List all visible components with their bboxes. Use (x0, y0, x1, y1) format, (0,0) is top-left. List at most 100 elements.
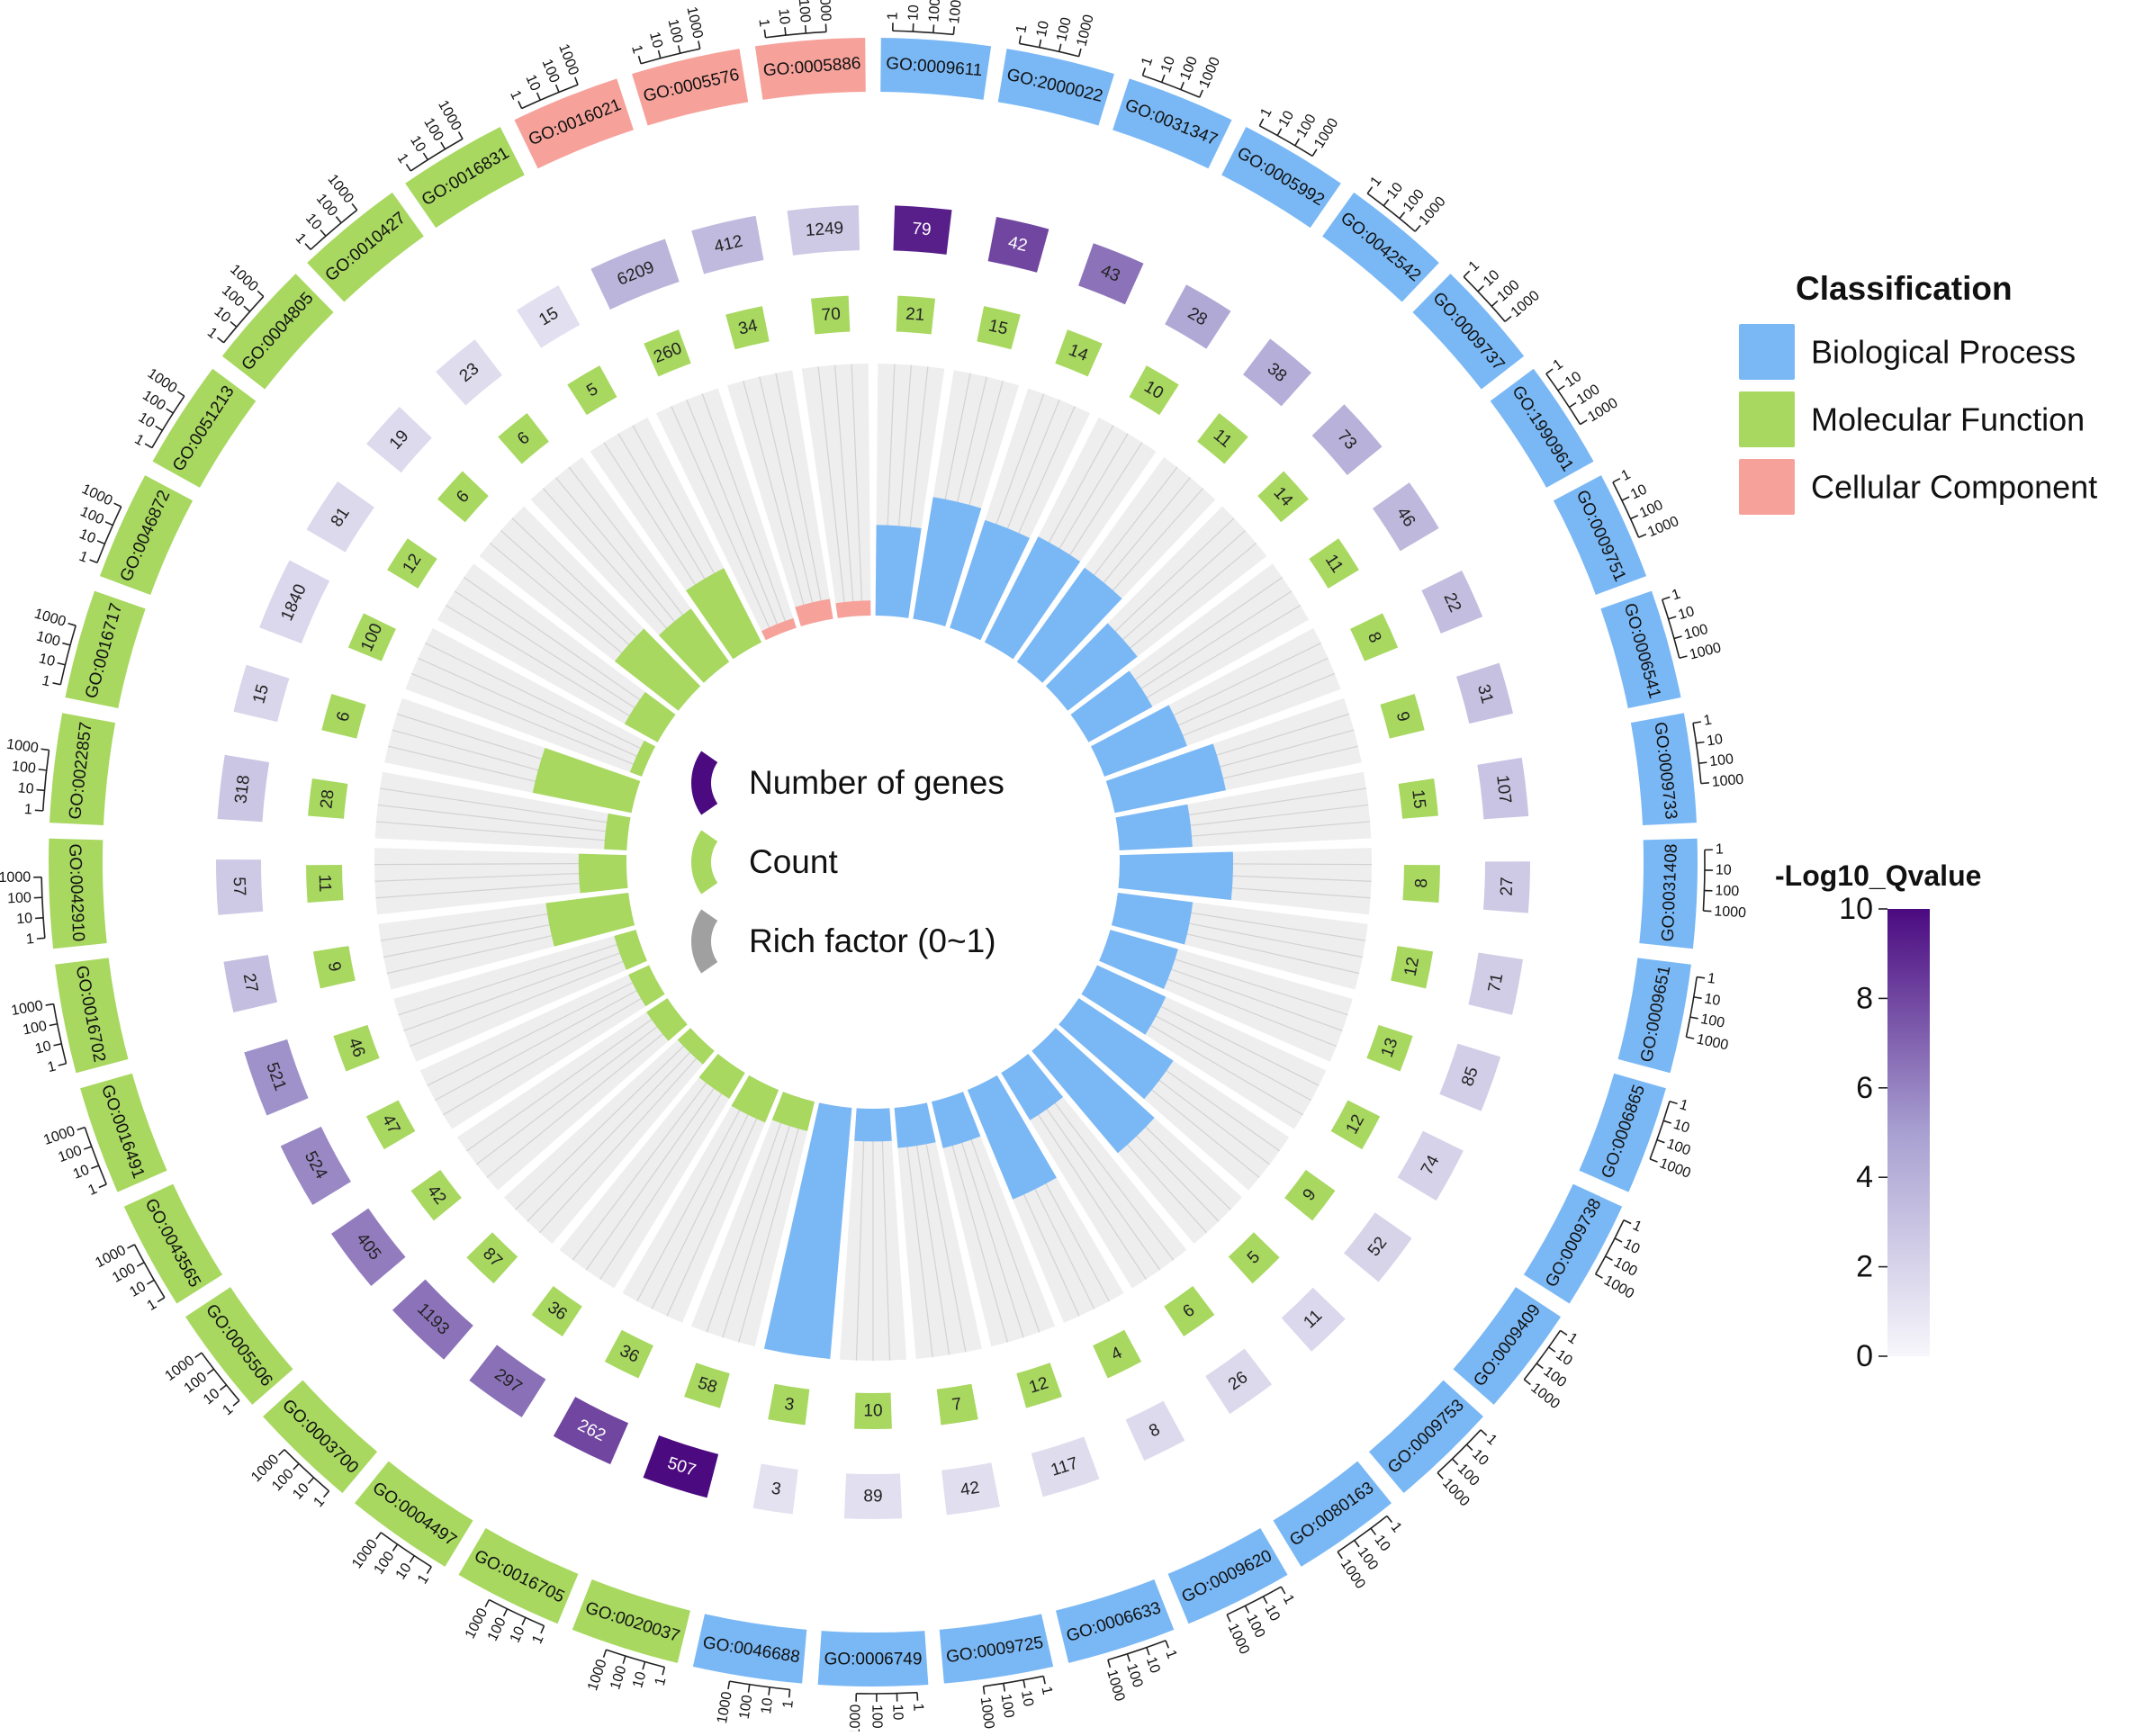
classification-label: Biological Process (1811, 334, 2076, 371)
tick-label: 1 (1670, 587, 1682, 604)
tick-label: 1 (1702, 713, 1713, 729)
tick-mark (1524, 1380, 1530, 1385)
tick-label: 1 (46, 1058, 58, 1075)
tick-mark (1371, 1528, 1375, 1534)
tick-label: 1 (415, 1571, 432, 1587)
number-of-genes-icon (691, 751, 717, 814)
count-label: 8 (1412, 878, 1431, 888)
tick-mark (658, 50, 660, 58)
tick-label: 1 (311, 1494, 328, 1510)
tick-mark (41, 749, 50, 750)
tick-label: 10 (889, 1704, 905, 1720)
tick-label: 1 (507, 88, 524, 102)
tick-label: 1000 (947, 0, 965, 24)
tick-mark (1227, 1615, 1230, 1622)
tick-mark (376, 1533, 381, 1539)
tick-label: 10 (508, 1624, 528, 1645)
tick-mark (556, 85, 559, 92)
count-label: 11 (315, 874, 335, 893)
rich-factor-bar (1118, 852, 1233, 901)
tick-label: 100 (1708, 751, 1734, 769)
tick-label: 10 (37, 651, 56, 670)
tick-label: 10 (17, 780, 34, 796)
center-legend-count: Count (749, 843, 838, 880)
tick-label: 1000 (816, 0, 833, 22)
tick-mark (1295, 139, 1300, 146)
tick-label: 1 (204, 325, 221, 342)
tick-label: 100 (1664, 1137, 1692, 1159)
tick-mark (36, 790, 44, 791)
tick-mark (1108, 1660, 1111, 1668)
tick-label: 1000 (683, 5, 705, 40)
tick-label: 10 (1034, 20, 1052, 39)
tick-mark (58, 663, 66, 665)
tick-mark (1245, 1606, 1248, 1613)
tick-axis (766, 31, 826, 37)
tick-label: 1000 (1657, 1156, 1692, 1182)
tick-label: 10 (1716, 863, 1732, 878)
tick-mark (1536, 1363, 1543, 1368)
tick-label: 1 (394, 151, 411, 166)
tick-mark (147, 1280, 154, 1284)
tick-mark (1558, 386, 1564, 391)
tick-label: 1000 (41, 1123, 77, 1147)
number-of-genes-label: 27 (239, 972, 262, 994)
tick-label: 1 (910, 1703, 925, 1712)
tick-mark (1569, 403, 1576, 408)
tick-label: 1 (886, 12, 901, 20)
colorbar-tick-label: 6 (1856, 1071, 1873, 1105)
tick-mark (769, 1687, 770, 1696)
tick-mark (156, 426, 163, 430)
tick-label: 10 (71, 1163, 92, 1183)
tick-label: 10 (1621, 1237, 1643, 1257)
tick-mark (1546, 369, 1553, 373)
tick-label: 100 (7, 890, 32, 906)
tick-label: 1 (23, 802, 32, 818)
tick-mark (1703, 911, 1711, 912)
tick-mark (1166, 1641, 1168, 1648)
tick-mark (50, 1024, 58, 1026)
tick-label: 1000 (585, 1658, 610, 1693)
classification-swatch (1739, 459, 1795, 515)
tick-mark (1142, 67, 1145, 76)
tick-mark (522, 1617, 526, 1624)
tick-mark (427, 1567, 431, 1574)
classification-label: Cellular Component (1811, 469, 2097, 506)
tick-mark (97, 541, 104, 544)
tick-label: 10 (522, 73, 543, 94)
go-term-label: GO:0042910 (65, 843, 87, 942)
count-label: 28 (317, 788, 338, 809)
number-of-genes-label: 107 (1492, 774, 1514, 805)
tick-label: 1000 (0, 869, 31, 886)
tick-mark (127, 1245, 134, 1248)
tick-mark (1596, 1274, 1603, 1278)
tick-mark (1624, 1220, 1631, 1224)
tick-mark (1312, 149, 1317, 157)
tick-mark (1505, 316, 1511, 321)
number-of-genes-label: 57 (230, 877, 249, 896)
tick-mark (84, 1147, 91, 1149)
rich-factor-bar (604, 814, 630, 850)
tick-mark (336, 217, 341, 223)
tick-label: 10 (1158, 54, 1178, 75)
tick-mark (984, 1687, 985, 1695)
tick-mark (541, 1626, 545, 1633)
tick-label: 100 (485, 1615, 509, 1644)
tick-label: 100 (1177, 54, 1201, 82)
tick-mark (35, 918, 43, 919)
tick-mark (1023, 1680, 1025, 1688)
tick-mark (177, 391, 184, 396)
tick-mark (233, 1400, 239, 1406)
go-term-label: GO:0006749 (824, 1651, 923, 1669)
tick-mark (352, 203, 357, 210)
tick-label: 100 (1682, 622, 1709, 643)
tick-mark (1698, 762, 1707, 763)
number-of-genes-label: 42 (959, 1479, 981, 1500)
tick-mark (575, 77, 578, 85)
tick-label: 10 (135, 409, 157, 431)
tick-mark (441, 142, 446, 149)
classification-legend: Classification Biological ProcessMolecul… (1739, 270, 2097, 515)
